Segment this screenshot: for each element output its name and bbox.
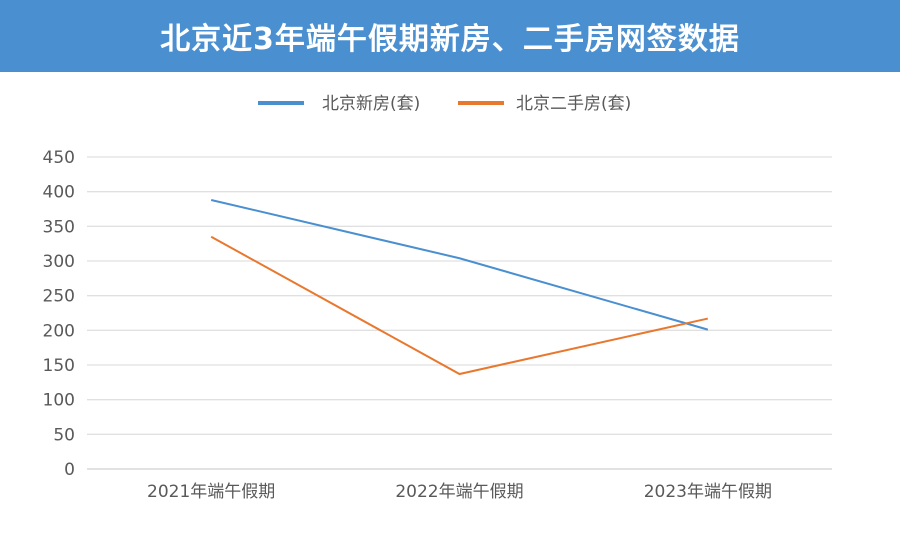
legend-label: 北京二手房(套) xyxy=(516,94,631,114)
y-tick-label: 0 xyxy=(64,460,75,480)
legend-label: 北京新房(套) xyxy=(322,94,420,114)
y-tick-label: 100 xyxy=(43,391,75,411)
y-tick-label: 200 xyxy=(43,321,75,341)
y-tick-label: 350 xyxy=(43,217,75,237)
chart-title-banner: 北京近3年端午假期新房、二手房网签数据 xyxy=(0,0,900,72)
x-tick-label: 2021年端午假期 xyxy=(147,482,275,502)
y-tick-label: 450 xyxy=(43,148,75,168)
series-line xyxy=(210,199,709,331)
x-tick-label: 2023年端午假期 xyxy=(644,482,772,502)
y-tick-label: 300 xyxy=(43,252,75,272)
y-tick-label: 250 xyxy=(43,287,75,307)
y-tick-label: 50 xyxy=(53,425,75,445)
y-tick-label: 400 xyxy=(43,183,75,203)
y-tick-label: 150 xyxy=(43,356,75,376)
x-tick-label: 2022年端午假期 xyxy=(395,482,523,502)
